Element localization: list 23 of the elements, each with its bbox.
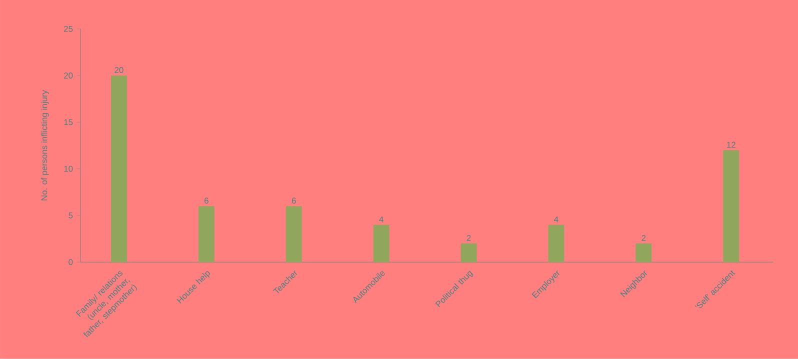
data-label: 4 bbox=[379, 216, 384, 222]
y-tick-label: 25 bbox=[64, 26, 73, 32]
bar bbox=[286, 206, 302, 262]
data-label: 2 bbox=[466, 235, 471, 242]
y-tick-label: 0 bbox=[68, 259, 73, 266]
data-label: 6 bbox=[204, 198, 208, 204]
bar bbox=[460, 244, 477, 262]
bar bbox=[198, 206, 214, 262]
bar bbox=[636, 244, 652, 262]
bar bbox=[111, 76, 127, 262]
y-axis-title: No. of persons inflicting injury bbox=[40, 90, 49, 200]
y-tick-label: 20 bbox=[64, 72, 73, 79]
data-label: 6 bbox=[292, 198, 296, 204]
data-label: 2 bbox=[642, 235, 646, 242]
bar bbox=[373, 224, 390, 262]
y-tick-label: 10 bbox=[64, 166, 73, 172]
data-label: 12 bbox=[727, 142, 736, 148]
data-label: 20 bbox=[114, 67, 124, 74]
y-tick-label: 15 bbox=[64, 119, 73, 126]
bar bbox=[723, 150, 740, 262]
y-tick-label: 5 bbox=[68, 212, 73, 219]
bar bbox=[548, 224, 564, 262]
data-label: 4 bbox=[554, 216, 558, 222]
